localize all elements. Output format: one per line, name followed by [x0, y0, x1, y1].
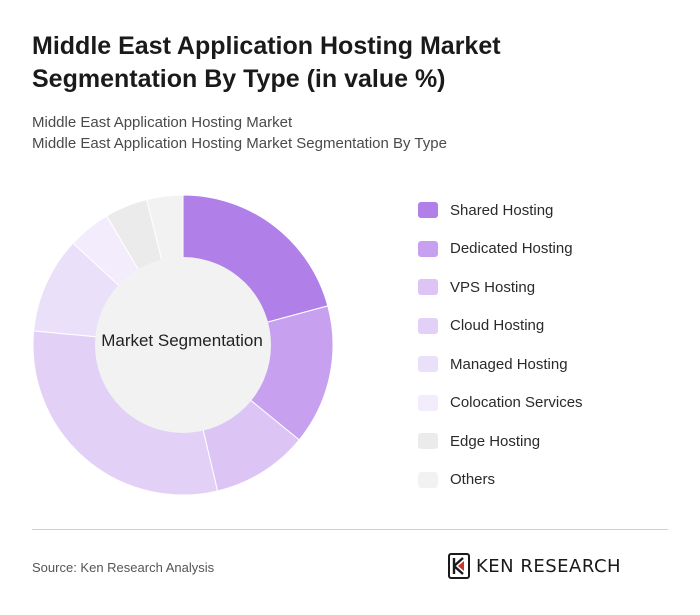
legend-swatch [418, 240, 438, 257]
chart-title: Middle East Application Hosting Market S… [32, 32, 501, 93]
source-note: Source: Ken Research Analysis [32, 560, 215, 575]
legend-item: Colocation Services [418, 392, 583, 414]
legend-item: Edge Hosting [418, 430, 540, 452]
legend-label: VPS Hosting [450, 278, 536, 296]
legend-item: Managed Hosting [418, 353, 568, 375]
ken-research-logo-icon [448, 553, 470, 579]
legend-swatch [418, 279, 438, 295]
legend-item: Shared Hosting [418, 199, 553, 221]
chart-subtitle: Middle East Application Hosting Market M… [32, 112, 672, 154]
legend-item: Others [418, 469, 495, 491]
legend-item: VPS Hosting [418, 276, 535, 298]
legend-label: Colocation Services [450, 394, 583, 411]
legend-label: Edge Hosting [450, 432, 541, 450]
legend-label: Others [450, 471, 496, 488]
legend-label: Cloud Hosting [450, 317, 545, 334]
ken-research-logo: KEN RESEARCH [448, 553, 621, 579]
donut-hole [95, 257, 271, 433]
subtitle-line-2: Middle East Application Hosting Market S… [32, 135, 447, 152]
donut-chart [32, 194, 334, 496]
legend-item: Cloud Hosting [418, 315, 544, 337]
legend-label: Shared Hosting [450, 201, 554, 219]
legend-swatch [418, 202, 438, 218]
legend-swatch [418, 317, 438, 334]
footer-divider [32, 529, 668, 530]
legend-item: Dedicated Hosting [418, 238, 573, 260]
legend-label: Dedicated Hosting [450, 240, 573, 257]
donut-center-label: Market Segmentation [101, 331, 263, 350]
legend-swatch [418, 433, 438, 449]
legend-label: Managed Hosting [450, 355, 568, 373]
ken-research-logo-text: KEN RESEARCH [476, 555, 622, 577]
subtitle-line-1: Middle East Application Hosting Market [32, 114, 293, 131]
legend-swatch [418, 471, 438, 488]
legend-swatch [418, 394, 438, 411]
legend-swatch [418, 356, 438, 372]
